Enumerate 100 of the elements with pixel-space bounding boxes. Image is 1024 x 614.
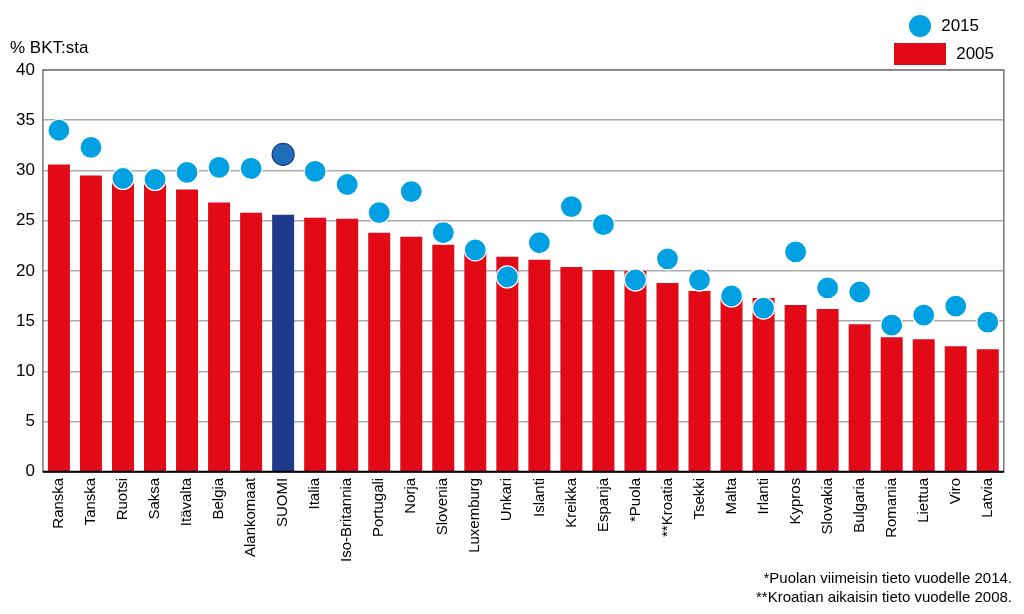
point xyxy=(463,238,487,262)
legend-label: 2005 xyxy=(956,44,994,64)
bar xyxy=(784,305,807,472)
bar xyxy=(272,214,295,472)
x-tick-label: Bulgaria xyxy=(849,477,867,533)
bar xyxy=(79,175,102,472)
bar xyxy=(656,282,679,472)
bar xyxy=(208,202,231,472)
bar xyxy=(592,269,615,472)
x-tick-label: Liettua xyxy=(913,477,931,523)
bar xyxy=(464,251,487,472)
x-tick-label: Luxemburg xyxy=(465,477,483,553)
bar xyxy=(240,212,263,472)
point xyxy=(687,268,712,292)
bar xyxy=(848,324,871,472)
x-tick-label: *Puola xyxy=(625,477,643,522)
text: **Kroatian aikaisin tieto vuodelle 2008. xyxy=(755,587,1012,606)
bar xyxy=(880,337,903,472)
point xyxy=(944,294,968,318)
bar xyxy=(496,256,519,472)
point xyxy=(303,159,327,184)
point xyxy=(912,303,936,327)
y-tick-label: 15 xyxy=(15,310,35,330)
x-tick-label: Latvia xyxy=(977,477,995,518)
x-tick-label: Islanti xyxy=(529,477,547,517)
x-tick-label: Espanja xyxy=(593,477,611,533)
point xyxy=(111,166,135,191)
x-tick-label: Irlanti xyxy=(753,477,771,515)
point xyxy=(719,284,744,308)
point xyxy=(367,201,391,225)
point xyxy=(559,195,583,219)
x-tick-label: Itävalta xyxy=(177,477,195,527)
x-tick-label: Ruotsi xyxy=(113,477,131,521)
point xyxy=(335,172,359,197)
y-tick-label: 20 xyxy=(15,260,35,280)
point xyxy=(848,280,872,304)
point xyxy=(784,240,808,264)
x-tick-label: Slovenia xyxy=(433,477,451,536)
y-tick-label: 35 xyxy=(15,109,35,129)
bar xyxy=(176,189,199,472)
bar xyxy=(560,266,583,472)
point xyxy=(976,310,1000,334)
y-tick-label: 5 xyxy=(25,411,35,431)
bar xyxy=(304,217,327,472)
point xyxy=(591,213,616,237)
point xyxy=(79,135,103,159)
y-tick-label: 0 xyxy=(25,461,35,481)
point xyxy=(399,179,423,204)
x-tick-label: Italia xyxy=(305,477,323,510)
point xyxy=(623,268,648,292)
bar xyxy=(816,309,839,472)
bar xyxy=(432,244,455,472)
bar xyxy=(912,339,935,472)
point xyxy=(880,313,904,337)
x-tick-label: Romania xyxy=(881,477,899,538)
point xyxy=(143,167,167,192)
x-tick-label: Belgia xyxy=(209,477,227,520)
bar xyxy=(368,232,391,472)
point xyxy=(207,155,231,180)
x-tick-label: **Kroatia xyxy=(657,477,675,537)
x-tick-label: Kypros xyxy=(785,477,803,525)
point xyxy=(495,265,519,289)
bar xyxy=(47,164,70,472)
y-tick-label: 10 xyxy=(15,361,35,381)
x-tick-label: Unkari xyxy=(497,477,515,522)
point xyxy=(431,221,455,245)
y-tick-label: 30 xyxy=(15,160,35,180)
point xyxy=(239,156,263,181)
point xyxy=(271,142,295,166)
point xyxy=(47,118,71,142)
point xyxy=(816,276,840,300)
x-tick-label: Saksa xyxy=(145,477,163,520)
x-tick-label: Tanska xyxy=(81,477,99,526)
x-tick-label: Iso-Britannia xyxy=(337,477,355,563)
point xyxy=(655,247,680,271)
y-tick-label: 25 xyxy=(15,210,35,230)
x-tick-label: Viro xyxy=(945,477,963,505)
x-tick-label: Portugali xyxy=(369,477,387,537)
legend-label: 2015 xyxy=(941,16,979,36)
x-tick-label: Slovakia xyxy=(817,477,835,535)
bar xyxy=(688,290,711,472)
x-tick-label: Alankomaat xyxy=(241,476,259,558)
x-tick-label: Kreikka xyxy=(561,477,579,528)
point xyxy=(751,296,776,320)
x-tick-label: SUOMI xyxy=(273,477,291,527)
x-tick-label: Malta xyxy=(721,477,739,515)
x-tick-label: Ranska xyxy=(49,477,67,529)
y-tick-label: 40 xyxy=(15,59,35,79)
x-tick-label: Tsekki xyxy=(689,477,707,520)
bar xyxy=(976,349,999,472)
bar xyxy=(944,346,967,472)
bar xyxy=(336,218,359,472)
point xyxy=(527,231,551,255)
bar xyxy=(400,236,423,472)
bar xyxy=(528,259,551,472)
bar xyxy=(624,270,647,472)
x-tick-label: Norja xyxy=(401,477,419,514)
point xyxy=(175,160,199,185)
text: *Puolan viimeisin tieto vuodelle 2014. xyxy=(762,568,1012,587)
y-axis-title: % BKT:sta xyxy=(10,38,89,58)
